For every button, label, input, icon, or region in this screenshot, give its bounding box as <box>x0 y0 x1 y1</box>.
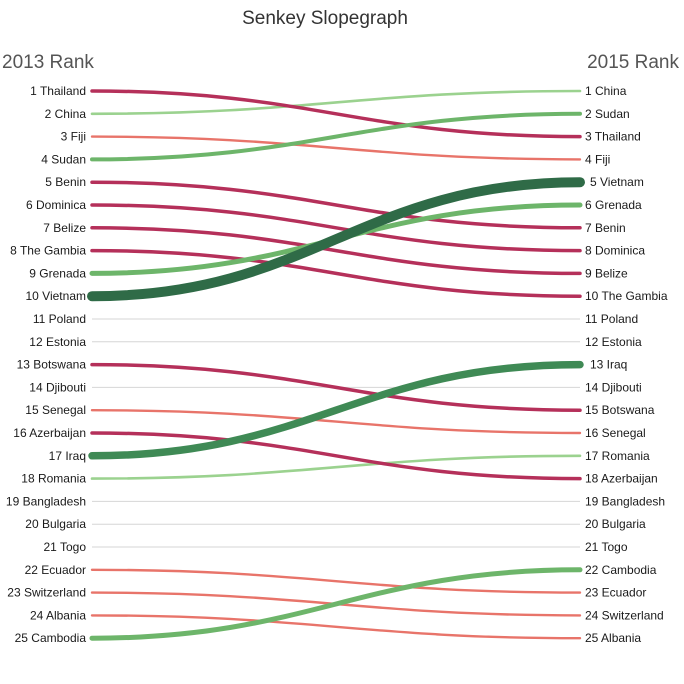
flow-line-benin <box>90 180 582 230</box>
flow-line-sudan <box>90 111 582 162</box>
flow-line-fiji <box>90 135 582 161</box>
right-label-fiji: 4 Fiji <box>585 152 610 166</box>
right-label-bangladesh: 19 Bangladesh <box>585 494 665 508</box>
right-label-switzerland: 24 Switzerland <box>585 608 664 622</box>
left-label-bulgaria: 20 Bulgaria <box>25 517 86 531</box>
right-label-belize: 9 Belize <box>585 266 628 280</box>
right-label-benin: 7 Benin <box>585 221 626 235</box>
left-label-belize: 7 Belize <box>43 221 86 235</box>
left-label-sudan: 4 Sudan <box>41 152 86 166</box>
right-label-azerbaijan: 18 Azerbaijan <box>585 472 658 486</box>
right-label-albania: 25 Albania <box>585 631 641 645</box>
flow-line-vietnam <box>87 177 585 302</box>
left-label-vietnam: 10 Vietnam <box>26 289 87 303</box>
right-label-vietnam: 5 Vietnam <box>590 175 644 189</box>
left-label-bangladesh: 19 Bangladesh <box>6 494 86 508</box>
left-label-thailand: 1 Thailand <box>30 84 86 98</box>
flow-line-albania <box>90 614 582 640</box>
right-label-ecuador: 23 Ecuador <box>585 586 646 600</box>
right-label-poland: 11 Poland <box>585 312 638 326</box>
right-label-the-gambia: 10 The Gambia <box>585 289 668 303</box>
left-label-grenada: 9 Grenada <box>29 266 86 280</box>
right-label-cambodia: 22 Cambodia <box>585 563 657 577</box>
flow-line-dominica <box>90 203 582 253</box>
flow-line-ecuador <box>90 568 582 594</box>
left-label-botswana: 13 Botswana <box>17 358 87 372</box>
left-header: 2013 Rank <box>2 52 94 73</box>
left-label-dominica: 6 Dominica <box>26 198 86 212</box>
flow-line-azerbaijan <box>90 431 582 481</box>
right-label-sudan: 2 Sudan <box>585 107 630 121</box>
left-label-benin: 5 Benin <box>45 175 86 189</box>
flow-line-senegal <box>90 409 582 435</box>
left-label-romania: 18 Romania <box>21 472 86 486</box>
right-rank-labels: 3 Thailand 1 China 4 Fiji 2 Sudan 7 Benin 8 D… <box>585 84 668 645</box>
right-label-china: 1 China <box>585 84 627 98</box>
flow-line-china <box>90 89 582 116</box>
left-label-switzerland: 23 Switzerland <box>7 586 86 600</box>
right-header: 2015 Rank <box>587 52 679 73</box>
left-label-estonia: 12 Estonia <box>29 335 86 349</box>
flow-line-belize <box>90 226 582 276</box>
flow-line-thailand <box>90 89 582 139</box>
left-label-poland: 11 Poland <box>33 312 86 326</box>
left-rank-labels: 1 Thailand 2 China 3 Fiji 4 Sudan 5 Benin 6 D… <box>6 84 86 645</box>
left-label-djibouti: 14 Djibouti <box>29 380 86 394</box>
right-label-dominica: 8 Dominica <box>585 244 645 258</box>
right-label-senegal: 16 Senegal <box>585 426 646 440</box>
left-label-iraq: 17 Iraq <box>49 449 86 463</box>
left-label-cambodia: 25 Cambodia <box>15 631 87 645</box>
flow-lines <box>87 89 585 641</box>
right-label-estonia: 12 Estonia <box>585 335 642 349</box>
left-label-albania: 24 Albania <box>30 608 86 622</box>
right-label-botswana: 15 Botswana <box>585 403 655 417</box>
left-label-azerbaijan: 16 Azerbaijan <box>13 426 86 440</box>
left-label-the-gambia: 8 The Gambia <box>10 244 86 258</box>
left-label-fiji: 3 Fiji <box>61 130 86 144</box>
left-label-china: 2 China <box>45 107 87 121</box>
right-label-djibouti: 14 Djibouti <box>585 380 642 394</box>
right-label-thailand: 3 Thailand <box>585 130 641 144</box>
left-label-togo: 21 Togo <box>44 540 87 554</box>
right-label-bulgaria: 20 Bulgaria <box>585 517 646 531</box>
right-label-togo: 21 Togo <box>585 540 628 554</box>
chart-title: Senkey Slopegraph <box>242 8 408 29</box>
right-label-iraq: 13 Iraq <box>590 358 627 372</box>
right-label-romania: 17 Romania <box>585 449 650 463</box>
left-label-senegal: 15 Senegal <box>25 403 86 417</box>
flow-line-iraq <box>88 360 584 460</box>
left-label-ecuador: 22 Ecuador <box>25 563 86 577</box>
flow-line-the-gambia <box>90 248 582 298</box>
flow-line-botswana <box>90 362 582 412</box>
flow-line-romania <box>90 454 582 480</box>
flow-line-cambodia <box>89 567 583 641</box>
right-label-grenada: 6 Grenada <box>585 198 642 212</box>
